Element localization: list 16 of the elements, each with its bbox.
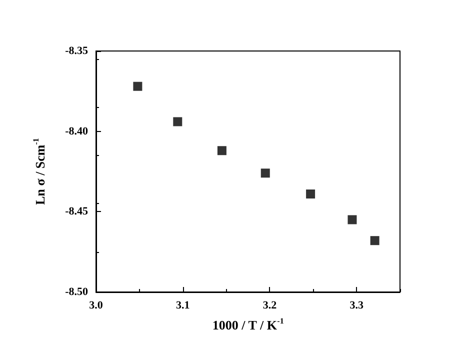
y-tick-label: -8.45 [65, 206, 88, 218]
point [348, 215, 357, 224]
point [306, 189, 316, 198]
y-tick-label: -8.35 [65, 45, 88, 57]
y-axis-title: Ln σ / Scm-1 [32, 138, 48, 205]
y-tick-label: -8.40 [65, 125, 88, 138]
x-tick-label: 3.3 [350, 300, 364, 312]
point [217, 146, 226, 156]
point [260, 168, 270, 178]
point [370, 236, 380, 246]
y-tick-label: -8.50 [65, 286, 88, 298]
x-tick-label: 3.1 [176, 300, 190, 312]
point [133, 82, 142, 91]
x-tick-label: 3.2 [262, 300, 278, 312]
point [173, 117, 182, 126]
x-tick-label: 3.0 [89, 300, 104, 312]
